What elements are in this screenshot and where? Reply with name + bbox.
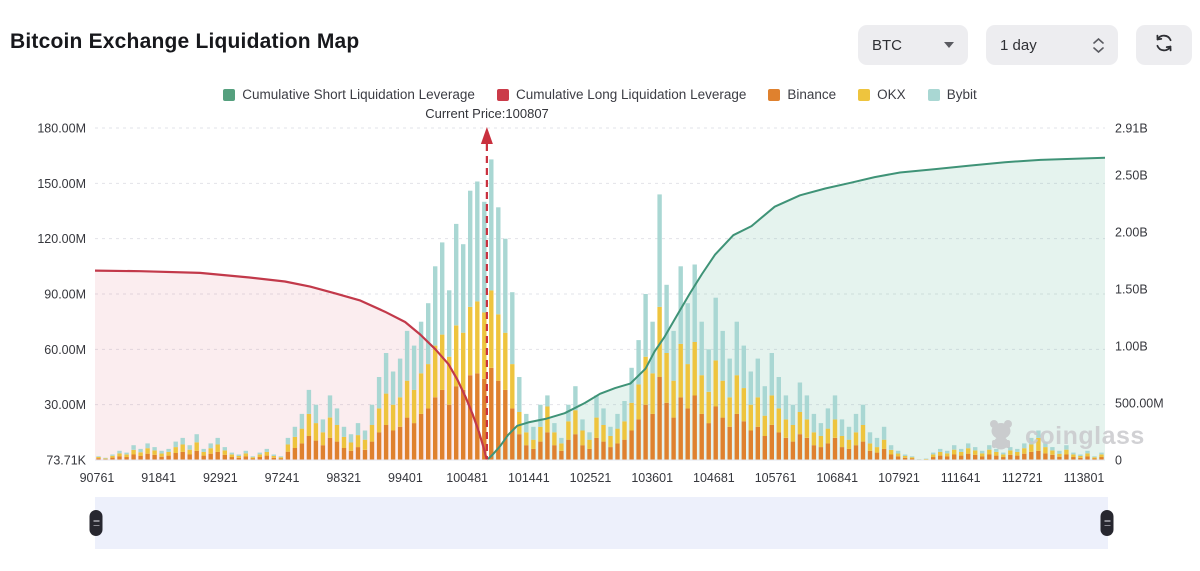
left-axis-tick: 150.00M xyxy=(37,177,86,191)
legend-item-1[interactable]: Cumulative Long Liquidation Leverage xyxy=(496,87,747,102)
legend-label: Cumulative Long Liquidation Leverage xyxy=(515,87,747,102)
left-axis-tick: 120.00M xyxy=(37,232,86,246)
x-axis-tick: 91841 xyxy=(141,471,176,485)
interval-select-value: 1 day xyxy=(1000,36,1037,54)
x-axis-tick: 102521 xyxy=(570,471,612,485)
refresh-icon xyxy=(1153,32,1175,58)
right-axis-tick: 2.91B xyxy=(1115,122,1148,136)
x-axis-tick: 113801 xyxy=(1064,471,1105,485)
x-axis-tick: 103601 xyxy=(631,471,673,485)
x-axis-tick: 90761 xyxy=(80,471,115,485)
x-axis-tick: 111641 xyxy=(941,471,981,485)
legend-item-3[interactable]: OKX xyxy=(858,87,906,102)
liquidation-bars[interactable] xyxy=(96,159,1104,460)
legend-item-2[interactable]: Binance xyxy=(768,87,836,102)
x-axis-tick: 92921 xyxy=(203,471,238,485)
interval-select[interactable]: 1 day xyxy=(986,25,1118,65)
legend-label: Binance xyxy=(787,87,837,102)
x-axis-tick: 104681 xyxy=(693,471,735,485)
legend-label: OKX xyxy=(877,87,906,102)
left-axis-tick: 73.71K xyxy=(46,454,86,468)
legend-swatch-icon xyxy=(927,88,940,101)
chevron-down-icon xyxy=(944,42,954,48)
short-liquidation-line xyxy=(486,156,1106,461)
right-axis-tick: 500.00M xyxy=(1115,396,1164,410)
x-axis-tick: 100481 xyxy=(446,471,488,485)
legend-swatch-icon xyxy=(858,88,871,101)
right-axis-tick: 1.50B xyxy=(1115,282,1148,296)
page-title: Bitcoin Exchange Liquidation Map xyxy=(10,30,360,53)
x-axis-tick: 105761 xyxy=(755,471,797,485)
current-price-annotation: Current Price:100807 xyxy=(425,106,549,121)
brush-left-handle[interactable] xyxy=(89,510,103,536)
symbol-select-value: BTC xyxy=(872,36,902,54)
symbol-select[interactable]: BTC xyxy=(858,25,968,65)
right-axis-tick: 1.00B xyxy=(1115,339,1148,353)
legend-swatch-icon xyxy=(223,88,236,101)
long-liquidation-line xyxy=(94,269,488,461)
x-axis-tick: 106841 xyxy=(816,471,858,485)
right-axis-tick: 2.50B xyxy=(1115,168,1148,182)
right-axis-tick: 0 xyxy=(1115,454,1122,468)
chart-legend: Cumulative Short Liquidation Leverage Cum… xyxy=(0,87,1200,102)
brush-right-handle[interactable] xyxy=(1100,510,1114,536)
gridlines xyxy=(95,127,1105,406)
legend-item-4[interactable]: Bybit xyxy=(927,87,977,102)
x-axis-tick: 101441 xyxy=(508,471,550,485)
brush-track[interactable] xyxy=(89,497,1114,549)
left-axis-tick: 30.00M xyxy=(44,398,86,412)
current-price-arrow-icon xyxy=(480,127,493,144)
x-axis-tick: 107921 xyxy=(878,471,920,485)
left-axis-tick: 180.00M xyxy=(37,122,86,136)
x-axis-tick: 112721 xyxy=(1002,471,1043,485)
x-axis-tick: 99401 xyxy=(388,471,423,485)
short-liquidation-area xyxy=(486,157,1105,460)
legend-label: Cumulative Short Liquidation Leverage xyxy=(242,87,475,102)
legend-swatch-icon xyxy=(768,88,781,101)
left-axis-tick: 60.00M xyxy=(44,343,86,357)
x-axis-tick: 98321 xyxy=(326,471,361,485)
right-axis-tick: 2.00B xyxy=(1115,225,1148,239)
refresh-button[interactable] xyxy=(1136,25,1192,65)
left-axis-tick: 90.00M xyxy=(44,288,86,302)
legend-item-0[interactable]: Cumulative Short Liquidation Leverage xyxy=(223,87,475,102)
legend-label: Bybit xyxy=(946,87,977,102)
legend-swatch-icon xyxy=(496,88,509,101)
long-liquidation-area xyxy=(95,270,487,460)
x-axis-tick: 97241 xyxy=(265,471,300,485)
up-down-spinner-icon xyxy=(1093,37,1104,53)
